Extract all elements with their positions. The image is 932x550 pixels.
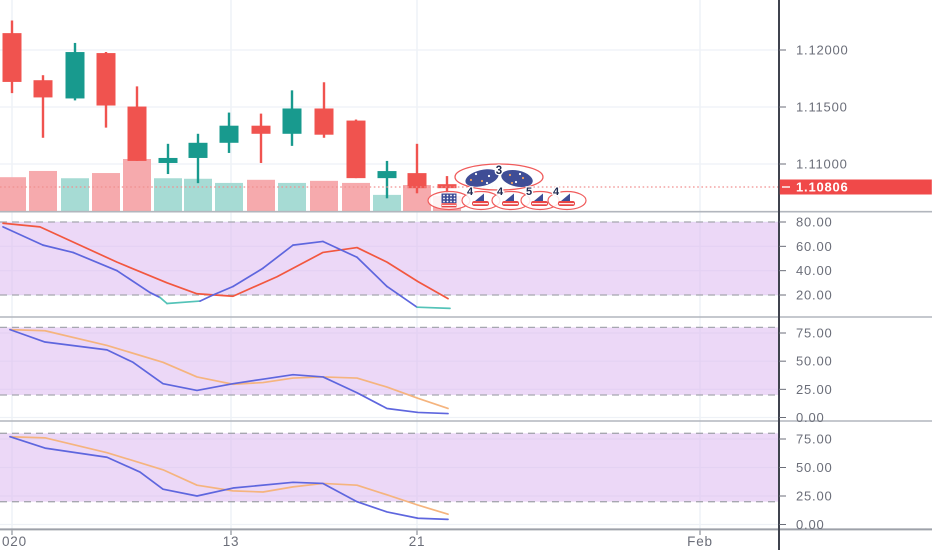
volume-bar <box>0 177 26 211</box>
candle <box>219 125 239 143</box>
candle <box>377 171 397 179</box>
us-flag-icon <box>505 193 514 201</box>
indicator-axis-label: 80.00 <box>796 215 833 230</box>
event-count: 4 <box>497 186 504 198</box>
us-flag-icon <box>534 193 543 201</box>
price-gridlines <box>0 49 778 165</box>
volume-bar <box>373 194 401 211</box>
volume-bar <box>92 173 120 211</box>
indicator-axis-label: 25.00 <box>796 382 833 397</box>
indicator-axis-label: 50.00 <box>796 460 833 475</box>
indicator-panel-3 <box>0 432 778 526</box>
indicator-axis-label: 0.00 <box>796 410 825 425</box>
indicator-panel-1 <box>0 221 778 296</box>
candle <box>65 52 85 99</box>
indicator-axis-label: 60.00 <box>796 239 833 254</box>
event-count: 3 <box>496 165 502 177</box>
price-axis-label: 1.11500 <box>796 100 848 115</box>
last-price-value: 1.10806 <box>796 180 849 195</box>
volume-bar <box>61 178 89 211</box>
volume-bars <box>0 159 461 211</box>
candle <box>2 33 22 82</box>
indicator-lines-1 <box>2 222 451 310</box>
candle <box>188 142 208 158</box>
economic-event-badges[interactable]: 3 4 4 5 4 <box>427 163 587 211</box>
candle <box>407 173 427 189</box>
indicator-axis-label: 75.00 <box>796 432 833 447</box>
last-price-badge: 1.10806 <box>779 179 932 195</box>
us-flag-canton-icon <box>501 169 533 188</box>
volume-bar <box>154 178 182 211</box>
candle <box>158 157 178 163</box>
candle <box>251 125 271 134</box>
indicator-lines-3 <box>9 435 449 521</box>
event-count: 5 <box>526 186 532 198</box>
candle <box>437 184 457 189</box>
candles <box>2 20 457 199</box>
indicator-axis-label: 25.00 <box>796 489 833 504</box>
time-scale[interactable]: 020 13 21 Feb <box>2 530 713 550</box>
indicator-axis-label: 40.00 <box>796 263 833 278</box>
volume-bar <box>310 180 338 211</box>
oversold-overbought-band <box>0 222 778 295</box>
time-axis-label: Feb <box>687 534 713 549</box>
volume-bar <box>123 159 151 211</box>
volume-bar <box>278 182 306 211</box>
volume-bar <box>184 178 212 211</box>
time-axis-label: 13 <box>223 534 240 549</box>
indicator-axis-label: 50.00 <box>796 354 833 369</box>
time-axis-label: 020 <box>2 534 27 549</box>
volume-bar <box>342 182 370 211</box>
us-flag-icon <box>561 193 570 201</box>
event-count: 4 <box>467 186 474 198</box>
volume-bar <box>29 170 57 211</box>
volume-bar <box>247 179 275 211</box>
volume-bar <box>215 182 243 211</box>
candle <box>96 53 116 106</box>
indicator-axis-label: 20.00 <box>796 288 833 303</box>
price-scale[interactable]: 1.12000 1.11500 1.11000 80.00 60.00 40.00 20.0… <box>779 43 932 533</box>
us-flag-icon <box>441 193 457 203</box>
us-flag-icon <box>475 193 484 201</box>
oversold-overbought-band <box>0 433 778 502</box>
us-flag-canton-icon <box>465 169 499 187</box>
indicator-axis-label: 0.00 <box>796 517 825 532</box>
price-axis-label: 1.12000 <box>796 43 849 58</box>
candle <box>127 106 147 161</box>
indicator-axis-label: 75.00 <box>796 326 833 341</box>
candle <box>314 108 334 135</box>
price-axis-label: 1.11000 <box>796 157 848 172</box>
candle <box>346 120 366 179</box>
indicator-lines-2 <box>9 328 449 415</box>
event-count: 4 <box>553 186 560 198</box>
indicator-panel-2 <box>0 326 778 419</box>
oversold-overbought-band <box>0 327 778 395</box>
candle <box>282 108 302 134</box>
candle <box>33 80 53 98</box>
time-axis-label: 21 <box>409 534 426 549</box>
